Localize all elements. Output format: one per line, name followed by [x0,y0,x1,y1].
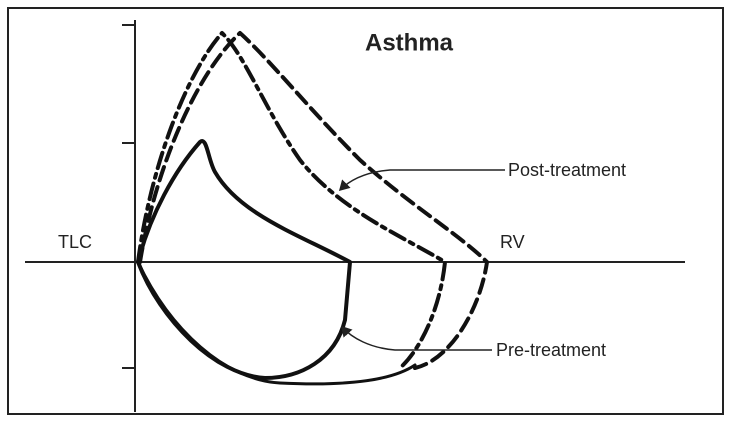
frame [7,7,724,415]
dashed-loop [138,31,489,370]
outer-lower-curve [136,260,417,386]
post-treatment-dashdot-loop [136,31,447,370]
title: Asthma [365,29,454,56]
annotation: Pre-treatment [496,340,606,360]
annotation: Post-treatment [508,160,626,180]
leader-line [340,325,492,351]
axis-label: RV [500,232,525,252]
leader-line [338,169,505,192]
axis-label: TLC [58,232,92,252]
